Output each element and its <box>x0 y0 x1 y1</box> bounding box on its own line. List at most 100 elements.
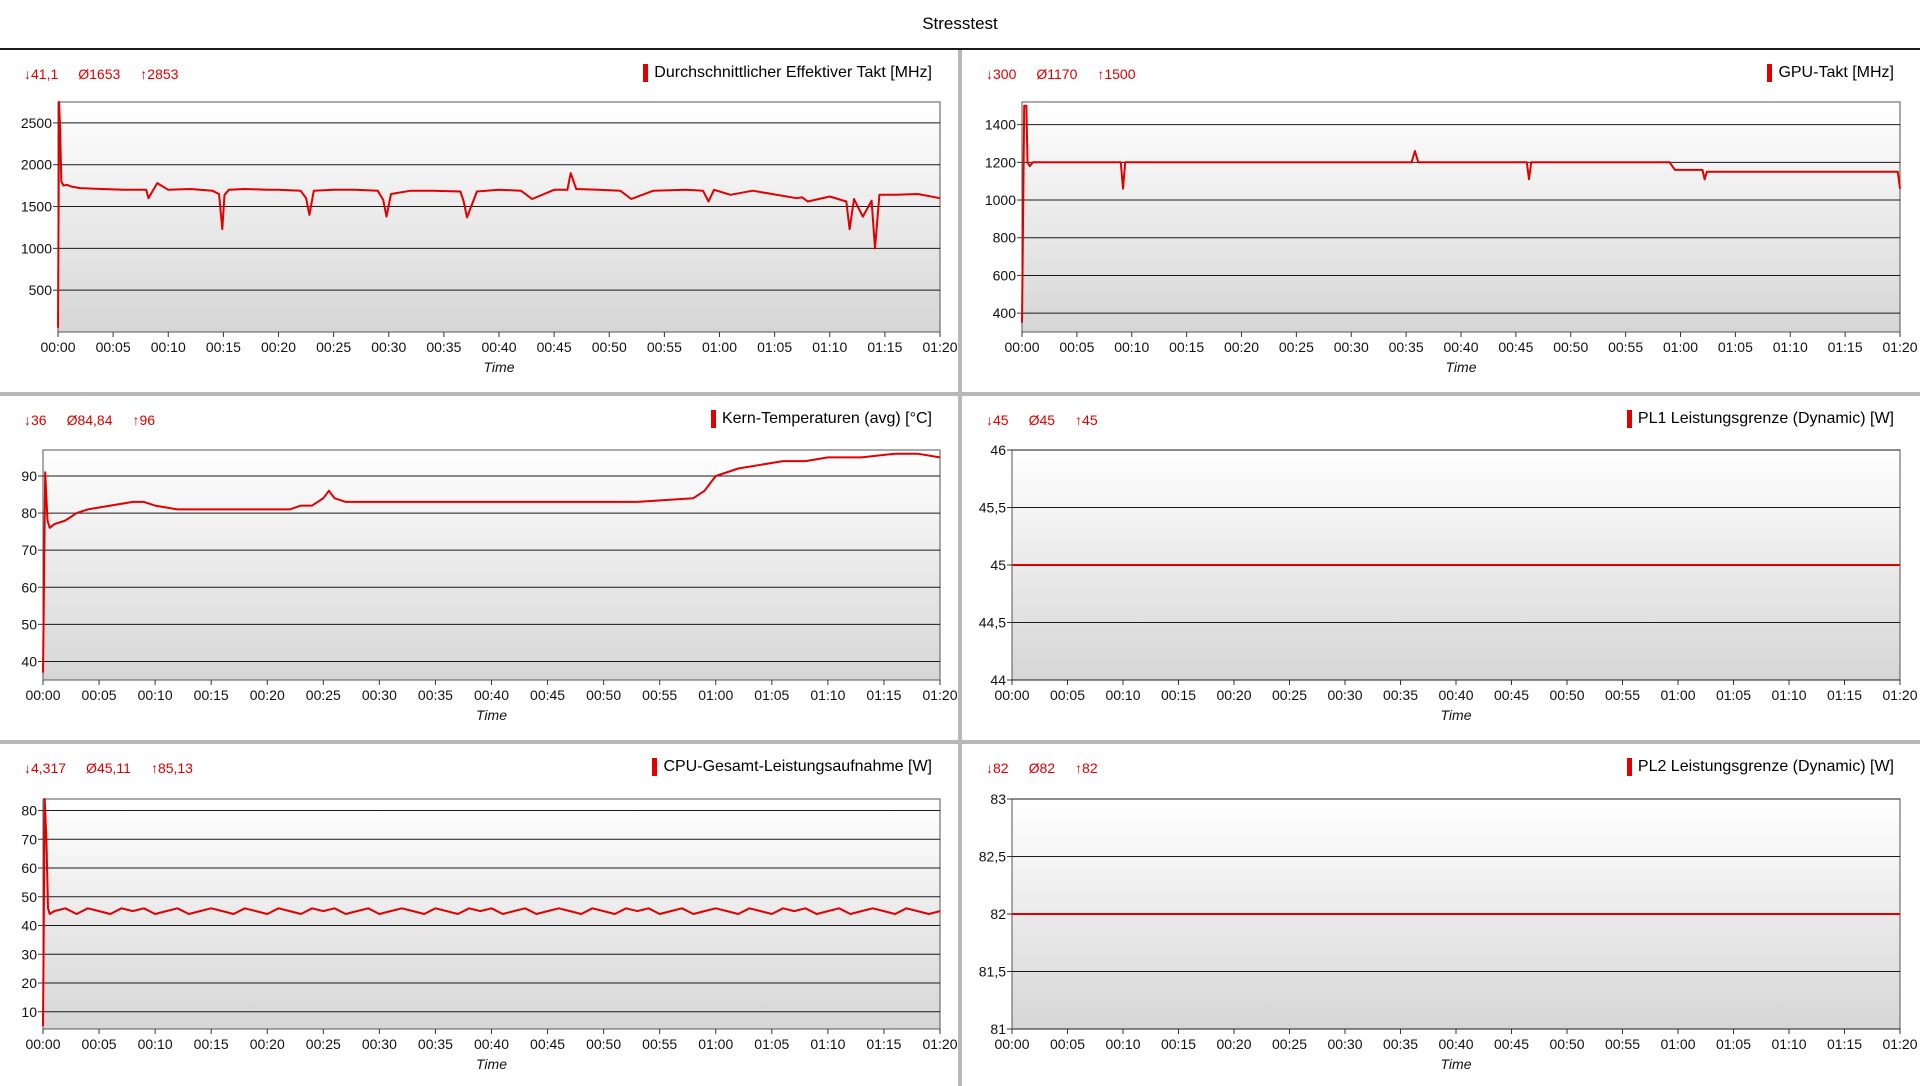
x-tick-label: 00:20 <box>250 1036 285 1052</box>
x-tick-label: 00:05 <box>82 687 117 703</box>
x-tick-label: 00:25 <box>306 1036 341 1052</box>
stat-max: ↑82 <box>1075 760 1098 776</box>
y-tick-label: 82 <box>990 906 1006 922</box>
stat-avg: Ø1653 <box>78 66 121 82</box>
x-tick-label: 00:40 <box>1438 687 1473 703</box>
x-tick-label: 00:00 <box>1004 339 1039 355</box>
stat-min: ↓82 <box>986 760 1009 776</box>
chart-svg: 500 1000 1500 2000 2500 00:00 00:05 00:10 00:15 0… <box>21 101 958 375</box>
chart-panel-core-temp: ↓36 Ø84,84 ↑96 Kern-Temperaturen (avg) [… <box>0 396 958 740</box>
stat-max: ↑96 <box>132 412 156 428</box>
x-tick-label: 00:20 <box>1216 687 1251 703</box>
x-tick-label: 01:15 <box>867 339 902 355</box>
y-tick-label: 44,5 <box>979 615 1006 631</box>
y-tick-label: 60 <box>21 860 37 876</box>
x-tick-label: 00:50 <box>586 1036 621 1052</box>
stat-max: ↑1500 <box>1097 66 1136 82</box>
x-axis-label: Time <box>476 1056 507 1072</box>
x-tick-label: 00:40 <box>1438 1036 1473 1052</box>
stat-min: ↓45 <box>986 412 1009 428</box>
plot-area <box>42 449 941 681</box>
x-tick-label: 01:05 <box>1718 339 1753 355</box>
y-tick-label: 60 <box>21 579 37 595</box>
x-axis-label: Time <box>1441 707 1472 723</box>
chart-svg: 400 600 800 1000 1200 1400 00:00 00:05 00:10 00:1… <box>985 101 1918 375</box>
x-tick-label: 00:30 <box>1334 339 1369 355</box>
chart-svg: 40 50 60 70 80 90 00:00 00:05 00:10 00:15 00:20 00:… <box>21 449 958 723</box>
x-axis-label: Time <box>476 707 507 723</box>
x-tick-label: 01:20 <box>922 1036 957 1052</box>
series-line-0 <box>42 798 941 1027</box>
y-tick-label: 800 <box>993 230 1017 246</box>
series-line-0 <box>1021 104 1901 323</box>
stats-row: ↓300 Ø1170 ↑1500 <box>986 66 1136 82</box>
x-tick-label: 01:15 <box>1828 339 1863 355</box>
y-tick-label: 81 <box>990 1021 1006 1037</box>
x-tick-label: 00:20 <box>250 687 285 703</box>
x-tick-label: 00:15 <box>1169 339 1204 355</box>
x-tick-label: 00:55 <box>1605 687 1640 703</box>
y-tick-label: 30 <box>21 946 37 962</box>
x-axis-label: Time <box>1441 1056 1472 1072</box>
x-tick-label: 00:20 <box>261 339 296 355</box>
y-tick-label: 500 <box>29 282 53 298</box>
x-tick-label: 00:15 <box>194 1036 229 1052</box>
x-tick-label: 00:55 <box>647 339 682 355</box>
chart-panel-gpu-clock: ↓300 Ø1170 ↑1500 GPU-Takt [MHz] 400 600 80… <box>962 50 1920 392</box>
stat-min: ↓300 <box>986 66 1017 82</box>
x-tick-label: 00:05 <box>1050 1036 1085 1052</box>
x-tick-label: 00:35 <box>1389 339 1424 355</box>
x-tick-label: 01:15 <box>1827 687 1862 703</box>
stat-min: ↓41,1 <box>24 66 59 82</box>
chart-title: GPU-Takt [MHz] <box>1767 64 1894 82</box>
x-tick-label: 00:40 <box>474 687 509 703</box>
x-tick-label: 00:45 <box>530 1036 565 1052</box>
y-tick-label: 45,5 <box>979 500 1006 516</box>
x-tick-label: 01:20 <box>1882 1036 1917 1052</box>
x-tick-label: 01:10 <box>1771 1036 1806 1052</box>
vertical-divider <box>958 50 962 1086</box>
y-tick-label: 80 <box>21 505 37 521</box>
x-tick-label: 01:10 <box>810 687 845 703</box>
chart-title: Kern-Temperaturen (avg) [°C] <box>710 410 932 428</box>
x-tick-label: 00:45 <box>1494 687 1529 703</box>
y-tick-label: 70 <box>21 542 37 558</box>
y-tick-label: 20 <box>21 975 37 991</box>
x-tick-label: 00:35 <box>1383 1036 1418 1052</box>
x-tick-label: 00:55 <box>642 1036 677 1052</box>
stat-max: ↑45 <box>1075 412 1098 428</box>
x-tick-label: 00:45 <box>530 687 565 703</box>
series-line-0 <box>57 101 941 328</box>
x-tick-label: 00:35 <box>426 339 461 355</box>
x-tick-label: 00:25 <box>1279 339 1314 355</box>
x-tick-label: 01:20 <box>1882 339 1917 355</box>
x-tick-label: 01:10 <box>810 1036 845 1052</box>
series-marker <box>652 758 658 776</box>
x-tick-label: 01:10 <box>812 339 847 355</box>
x-tick-label: 00:15 <box>194 687 229 703</box>
x-tick-label: 00:40 <box>474 1036 509 1052</box>
series-marker <box>1767 64 1773 82</box>
stats-row: ↓4,317 Ø45,11 ↑85,13 <box>24 760 193 776</box>
x-tick-label: 01:10 <box>1773 339 1808 355</box>
x-tick-label: 01:00 <box>1663 339 1698 355</box>
x-tick-label: 00:05 <box>96 339 131 355</box>
x-tick-label: 00:10 <box>138 687 173 703</box>
x-tick-label: 00:00 <box>40 339 75 355</box>
chart-panel-pl2: ↓82 Ø82 ↑82 PL2 Leistungsgrenze (Dynamic… <box>962 744 1920 1086</box>
x-tick-label: 00:50 <box>586 687 621 703</box>
x-tick-label: 00:45 <box>537 339 572 355</box>
x-tick-label: 00:40 <box>1443 339 1478 355</box>
horizontal-divider-1 <box>0 392 1920 396</box>
x-tick-label: 01:15 <box>1827 1036 1862 1052</box>
x-tick-label: 00:45 <box>1494 1036 1529 1052</box>
x-tick-label: 01:05 <box>1716 687 1751 703</box>
stat-min: ↓36 <box>24 412 47 428</box>
x-axis-label: Time <box>484 359 515 375</box>
chart-panel-avg-clock: ↓41,1 Ø1653 ↑2853 Durchschnittlicher Eff… <box>0 50 958 392</box>
x-tick-label: 01:05 <box>754 687 789 703</box>
x-tick-label: 01:00 <box>1660 687 1695 703</box>
y-tick-label: 46 <box>990 442 1006 458</box>
y-tick-label: 600 <box>993 267 1017 283</box>
